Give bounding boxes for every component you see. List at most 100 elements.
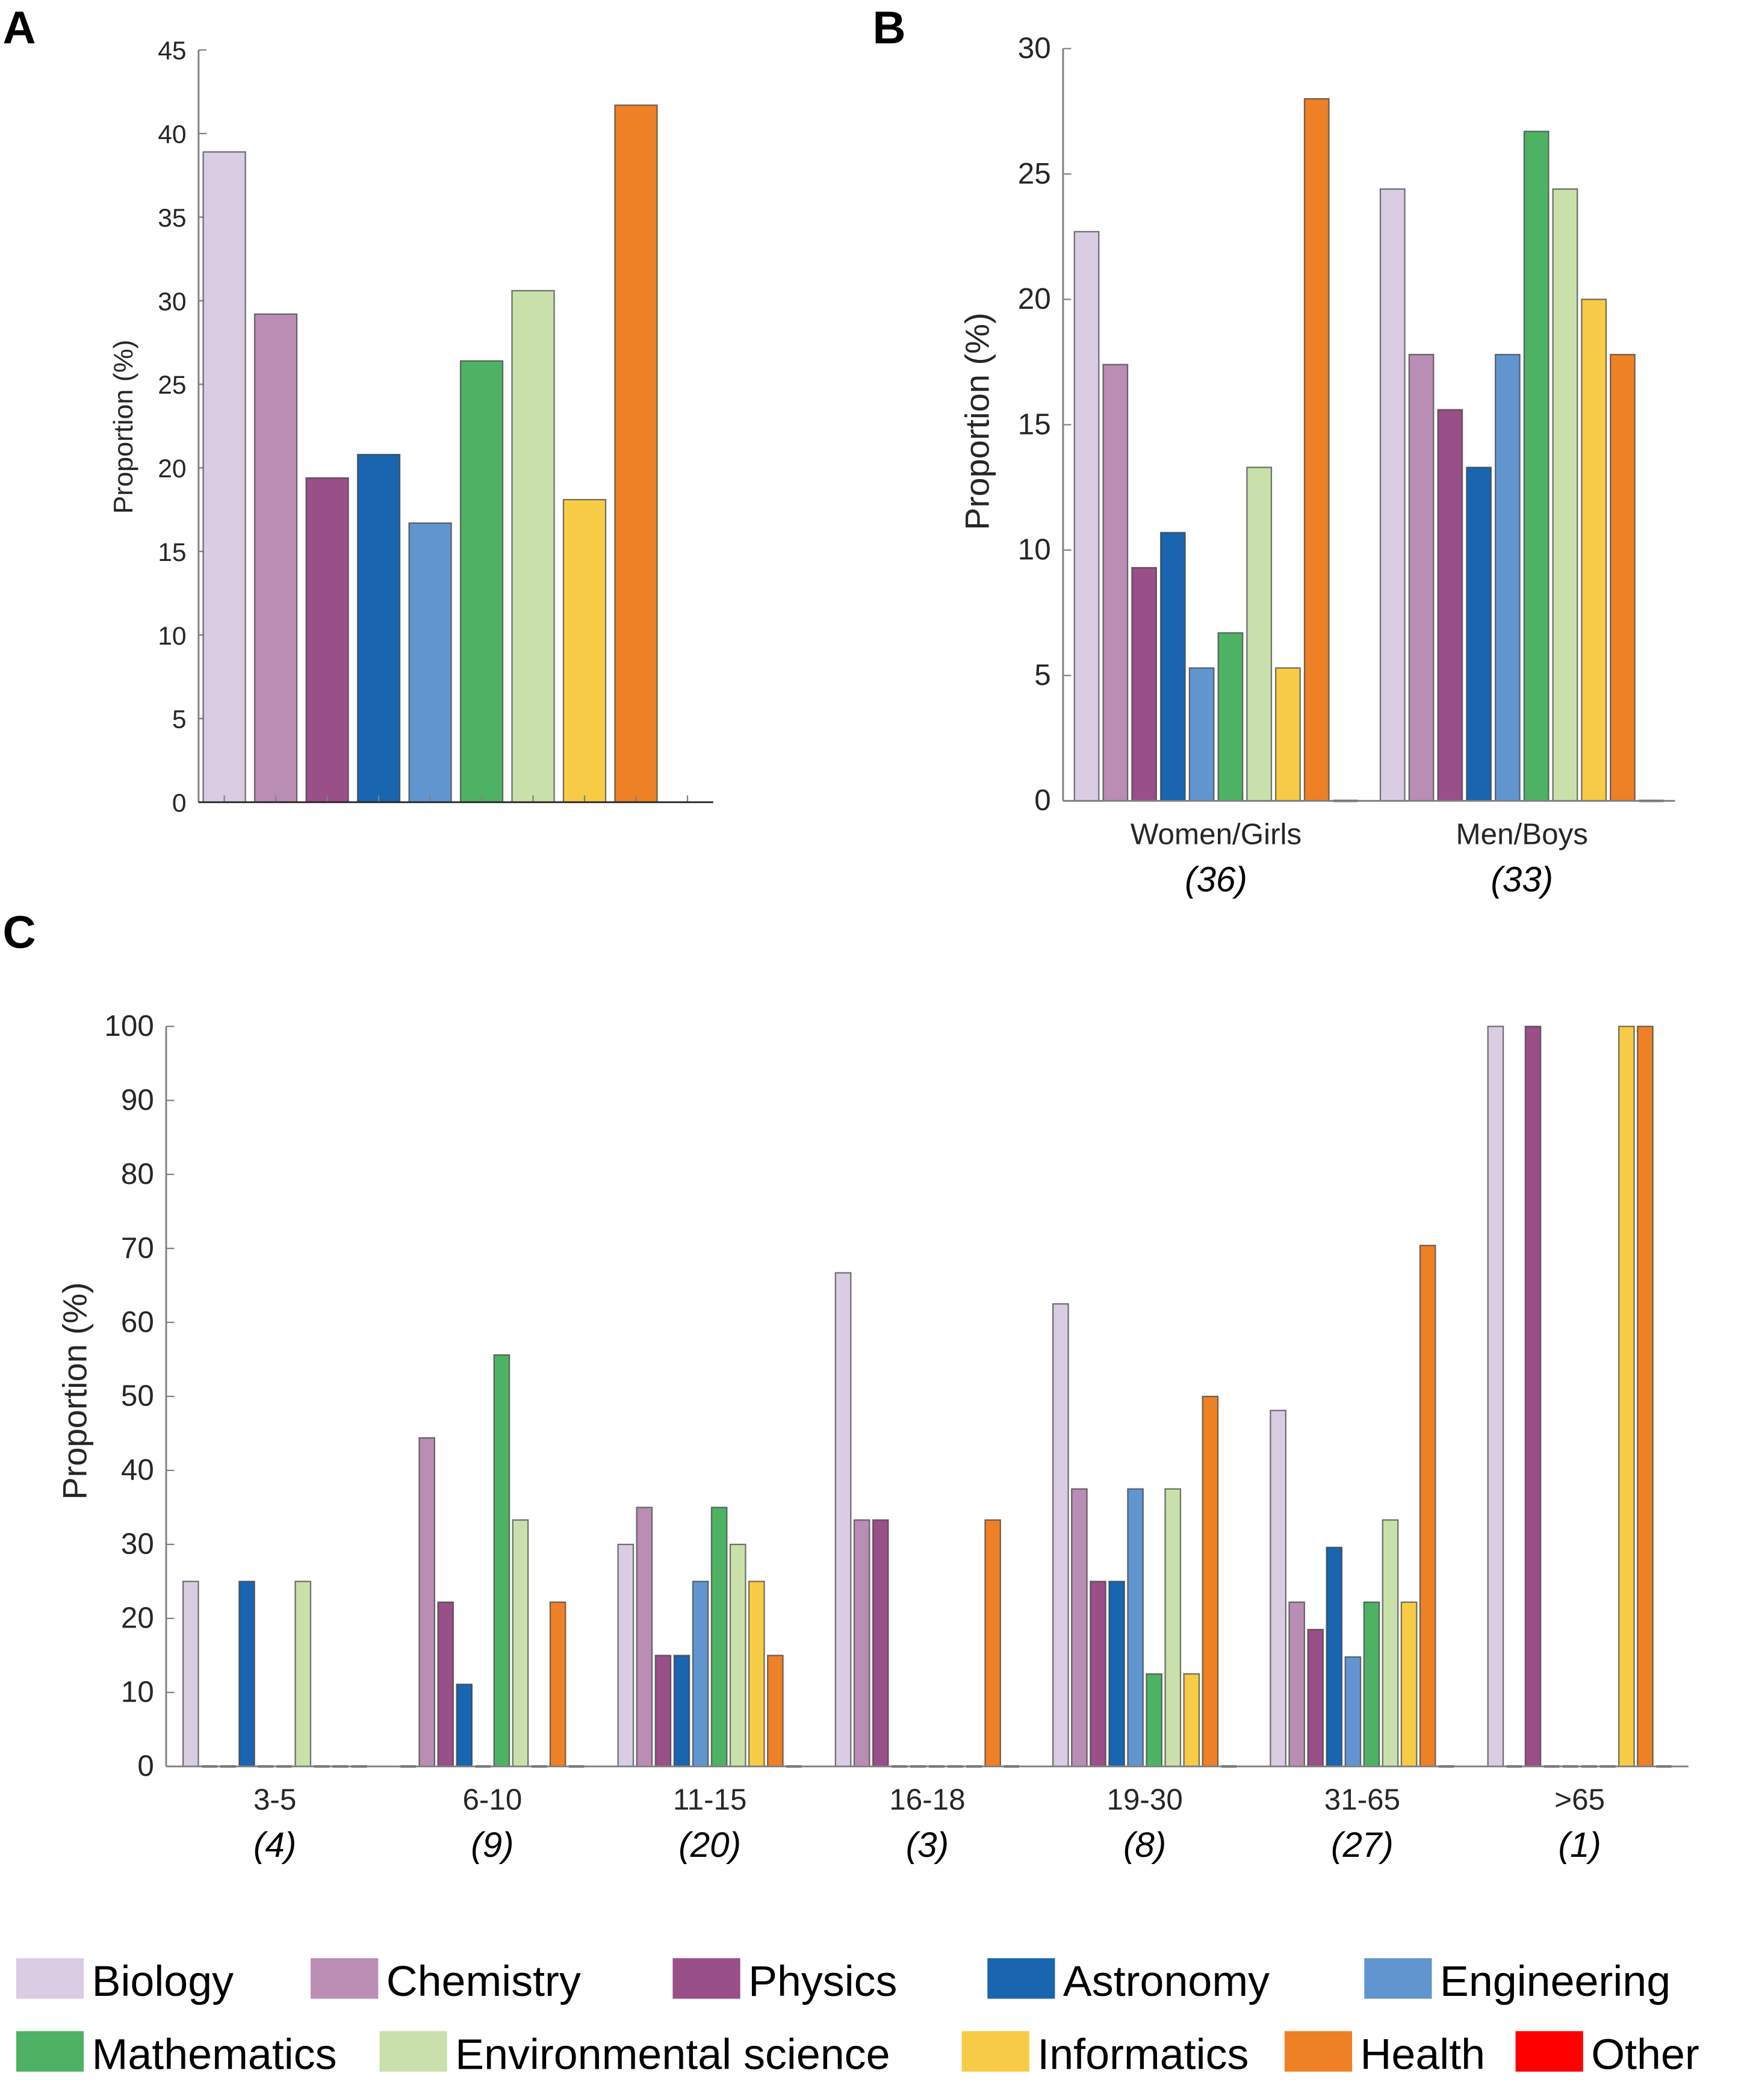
y-tick-label: 0 (137, 1750, 154, 1783)
bar-men-boys-astronomy (1466, 466, 1492, 802)
y-tick-label: 20 (158, 454, 186, 483)
bar-16-18-biology (834, 1272, 852, 1767)
bar-women-girls-chemistry (1102, 364, 1129, 802)
legend-item-other: Other (1515, 2030, 1699, 2078)
bar-6-10-mathematics (493, 1354, 510, 1767)
bar-astronomy (356, 453, 401, 803)
bar-11-15-environmental-science (729, 1543, 746, 1767)
bar-6-10-health (549, 1601, 566, 1767)
bar-11-15-engineering (692, 1581, 709, 1767)
bar-men-boys-biology (1379, 188, 1406, 802)
y-tick-label: 45 (158, 37, 186, 66)
legend-label: Informatics (1037, 2030, 1249, 2078)
legend-label: Mathematics (92, 2030, 337, 2078)
y-tick-label: 35 (158, 203, 186, 232)
legend-item-chemistry: Chemistry (311, 1957, 581, 2006)
bar-3-5-astronomy (238, 1581, 255, 1767)
y-tick-label: 40 (121, 1454, 154, 1487)
bar-11-15-mathematics (710, 1507, 728, 1767)
y-tick-label: 40 (158, 120, 186, 149)
bar-19-30-physics (1090, 1581, 1106, 1767)
x-group-count: (1) (1559, 1826, 1601, 1865)
y-tick-label: 60 (121, 1306, 154, 1339)
x-tick-label: 19-30 (1107, 1783, 1183, 1817)
x-tick-label: Men/Boys (1456, 817, 1588, 850)
legend-swatch (311, 1958, 379, 1999)
panel-b-chart: 0 5 10 15 20 25 30 Proportion (%) Women/Girls (36… (958, 31, 1675, 899)
legend-swatch (987, 1958, 1055, 1999)
bar-11-15-chemistry (636, 1507, 653, 1767)
x-tick-label: Women/Girls (1131, 817, 1301, 850)
bar-women-girls-informatics (1275, 667, 1301, 802)
bar-engineering (408, 522, 452, 803)
bar-6-10-environmental-science (512, 1519, 529, 1767)
legend-item-informatics: Informatics (961, 2030, 1249, 2078)
legend-swatch (1364, 1958, 1432, 1999)
bar-informatics (562, 498, 607, 803)
legend-swatch (1284, 2031, 1353, 2072)
bar-31-65-chemistry (1288, 1601, 1306, 1767)
legend-item-health: Health (1284, 2030, 1486, 2078)
y-tick-label: 25 (158, 371, 186, 400)
legend-swatch (16, 1958, 84, 1999)
bar-11-15-informatics (748, 1581, 765, 1767)
legend-swatch (1515, 2031, 1583, 2072)
legend-item-biology: Biology (16, 1957, 234, 2006)
bar-11-15-astronomy (673, 1655, 690, 1767)
y-tick-label: 20 (121, 1602, 154, 1635)
bar-65-physics (1524, 1026, 1542, 1767)
bar-11-15-physics (654, 1655, 672, 1767)
bar-19-30-environmental-science (1164, 1488, 1182, 1767)
x-tick-label: 3-5 (253, 1783, 296, 1817)
x-group-count: (33) (1491, 860, 1553, 899)
legend-label: Other (1591, 2030, 1699, 2078)
bar-environmental-science (511, 290, 555, 803)
bar-65-biology (1487, 1026, 1504, 1767)
x-tick-label: 31-65 (1324, 1783, 1400, 1817)
bar-men-boys-chemistry (1408, 353, 1435, 802)
legend-label: Astronomy (1063, 1957, 1270, 2006)
bar-31-65-astronomy (1326, 1546, 1343, 1767)
y-tick-label: 5 (172, 705, 187, 734)
y-tick-label: 90 (121, 1083, 154, 1117)
legend-swatch (961, 2031, 1029, 2072)
bar-19-30-informatics (1183, 1673, 1200, 1767)
panel-c-chart: 0 10 20 30 40 50 60 70 80 90 100 Proportion (%) 3-5 (… (56, 1009, 1689, 1865)
legend-label: Health (1360, 2030, 1486, 2078)
y-axis-title: Proportion (%) (958, 312, 996, 530)
x-tick-label: >65 (1554, 1783, 1605, 1817)
bar-men-boys-health (1610, 353, 1636, 802)
bar-chemistry (253, 313, 298, 803)
y-tick-label: 0 (172, 788, 187, 817)
panel-letter-b: B (873, 2, 906, 54)
legend-swatch (672, 1958, 740, 1999)
bar-31-65-physics (1307, 1629, 1324, 1767)
bar-19-30-health (1202, 1395, 1219, 1767)
panel-letter-c: C (2, 907, 36, 958)
bar-65-health (1637, 1026, 1654, 1767)
bar-11-15-biology (617, 1543, 634, 1767)
legend-label: Environmental science (455, 2030, 890, 2078)
bar-31-65-engineering (1344, 1656, 1362, 1767)
legend-item-engineering: Engineering (1364, 1957, 1671, 2006)
y-tick-label: 10 (1018, 533, 1051, 566)
bar-19-30-engineering (1127, 1488, 1144, 1767)
bar-women-girls-environmental-science (1246, 466, 1273, 802)
x-group-count: (3) (906, 1826, 949, 1865)
bar-women-girls-physics (1131, 566, 1158, 802)
y-tick-label: 10 (158, 622, 186, 651)
legend: Biology Chemistry Physics Astronomy Engineer… (16, 1957, 1699, 2078)
bar-16-18-chemistry (853, 1519, 870, 1767)
x-group-count: (27) (1331, 1826, 1394, 1865)
y-tick-label: 15 (158, 538, 186, 567)
x-group-count: (9) (471, 1826, 513, 1865)
bar-men-boys-environmental-science (1552, 188, 1578, 802)
bar-men-boys-mathematics (1523, 131, 1550, 802)
y-axis-title: Proportion (%) (108, 339, 138, 513)
legend-label: Engineering (1440, 1957, 1671, 2006)
bar-65-informatics (1618, 1026, 1635, 1767)
x-group-count: (4) (253, 1826, 296, 1865)
legend-swatch (16, 2031, 84, 2072)
x-group-count: (36) (1185, 860, 1247, 899)
